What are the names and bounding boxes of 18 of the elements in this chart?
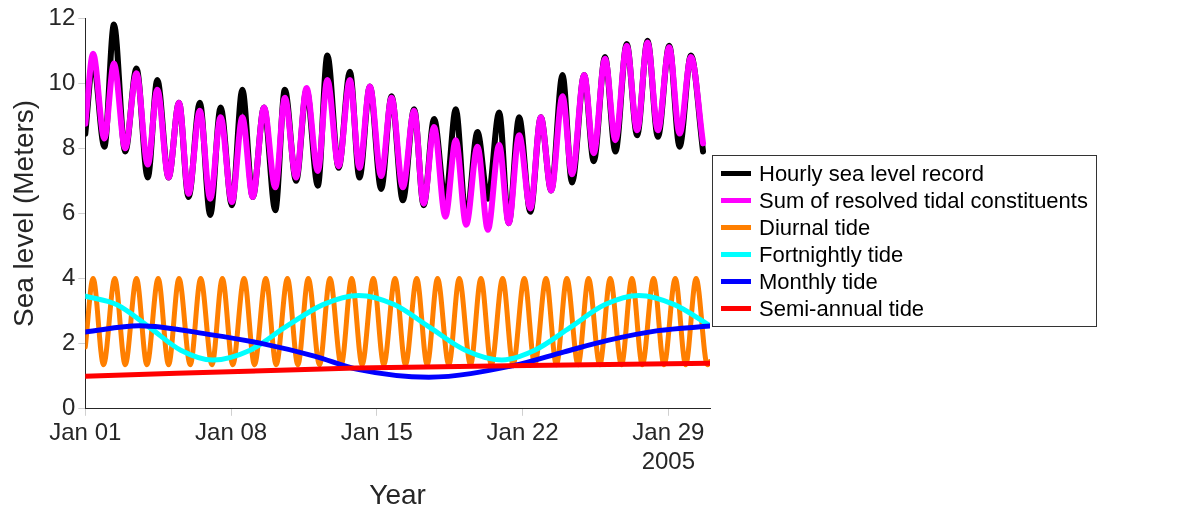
y-tick-label: 4 <box>61 263 76 291</box>
x-tick-label: Jan 29 2005 <box>632 417 705 474</box>
legend-label: Fortnightly tide <box>759 241 904 268</box>
x-tick-label: Jan 15 <box>340 417 413 445</box>
legend-label: Sum of resolved tidal constituents <box>759 187 1088 214</box>
y-tick-label: 12 <box>48 2 76 30</box>
y-tick-label: 2 <box>61 328 76 356</box>
y-tick-label: 10 <box>48 67 76 95</box>
legend-label: Diurnal tide <box>759 214 871 241</box>
legend-label: Monthly tide <box>759 268 878 295</box>
legend-label: Hourly sea level record <box>759 160 984 187</box>
y-axis-title: Sea level (Meters) <box>7 99 39 327</box>
y-tick-label: 8 <box>61 132 76 160</box>
legend-label: Semi-annual tide <box>759 295 925 322</box>
x-axis-title: Year <box>369 478 426 510</box>
x-tick-label: Jan 08 <box>195 417 268 445</box>
y-tick-label: 6 <box>61 198 76 226</box>
x-tick-label: Jan 22 <box>486 417 559 445</box>
